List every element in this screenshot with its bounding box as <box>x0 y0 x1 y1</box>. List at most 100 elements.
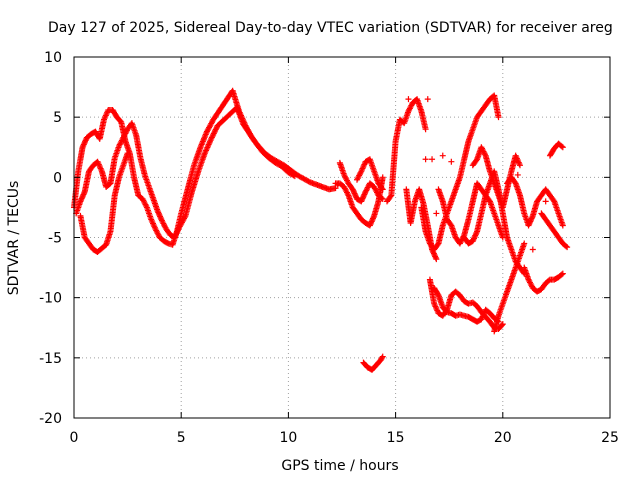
data-point-o <box>515 158 522 165</box>
data-point-s <box>564 244 571 251</box>
data-point-isolated <box>429 156 436 163</box>
data-point-q <box>526 219 533 226</box>
data-point-q <box>511 179 518 186</box>
data-point-q <box>559 222 566 229</box>
data-point-b <box>155 210 162 217</box>
data-point-n <box>469 238 476 245</box>
data-point-b <box>208 135 215 142</box>
data-point-o <box>515 159 522 166</box>
data-point-j <box>499 321 506 328</box>
data-point-q <box>526 221 533 228</box>
data-point-n <box>471 235 478 242</box>
data-point-b <box>212 127 219 134</box>
chart-title: Day 127 of 2025, Sidereal Day-to-day VTE… <box>48 20 613 36</box>
data-point-n <box>470 236 477 243</box>
data-point-b <box>212 126 219 133</box>
data-point-h <box>387 193 394 200</box>
data-point-i <box>432 253 439 260</box>
data-point-e <box>352 193 359 200</box>
x-tick-label: 15 <box>387 430 405 446</box>
data-marks <box>71 87 571 373</box>
data-point-e <box>360 194 367 201</box>
data-point-b <box>79 192 86 199</box>
data-point-k <box>434 291 441 298</box>
data-point-j <box>433 304 440 311</box>
x-tick-label: 5 <box>177 430 186 446</box>
data-point-b <box>290 172 297 179</box>
data-point-a <box>102 113 109 120</box>
data-point-f <box>359 165 366 172</box>
data-point-t <box>559 144 566 151</box>
data-point-a <box>81 140 88 147</box>
y-tick-label: 5 <box>53 110 62 126</box>
data-point-e <box>379 195 386 202</box>
data-point-isolated <box>448 158 455 165</box>
data-point-e <box>358 198 365 205</box>
data-point-d <box>367 221 374 228</box>
data-point-o <box>473 157 480 164</box>
data-point-q <box>529 214 536 221</box>
data-point-e <box>349 186 356 193</box>
y-tick-label: -10 <box>39 291 62 307</box>
data-point-c <box>124 150 131 157</box>
data-point-b <box>208 134 215 141</box>
data-point-d <box>366 222 373 229</box>
data-point-i <box>432 254 439 261</box>
data-point-e <box>359 195 366 202</box>
data-point-isolated <box>542 198 549 205</box>
data-point-b <box>78 197 85 204</box>
data-point-b <box>174 227 181 234</box>
data-point-a <box>151 223 158 230</box>
data-point-i <box>431 252 438 259</box>
data-point-d <box>368 218 375 225</box>
data-point-q <box>528 215 535 222</box>
data-point-a <box>149 219 156 226</box>
data-point-b <box>210 130 217 137</box>
data-point-a <box>150 221 157 228</box>
x-tick-label: 20 <box>494 430 512 446</box>
data-point-k <box>480 312 487 319</box>
data-point-a <box>151 224 158 231</box>
data-point-o <box>514 156 521 163</box>
data-point-j <box>432 303 439 310</box>
data-point-l <box>434 241 441 248</box>
data-point-a <box>103 111 110 118</box>
data-point-b <box>175 226 182 233</box>
data-point-k <box>478 316 485 323</box>
data-point-b <box>291 173 298 180</box>
data-point-t <box>558 143 565 150</box>
data-point-j <box>431 302 438 309</box>
data-point-isolated <box>514 171 521 178</box>
data-point-a <box>148 216 155 223</box>
y-tick-label: -20 <box>39 411 62 427</box>
x-tick-label: 10 <box>279 430 297 446</box>
data-point-b <box>95 161 102 168</box>
data-point-o <box>516 162 523 169</box>
data-point-a <box>150 220 157 227</box>
data-point-o <box>513 154 520 161</box>
data-point-f <box>378 185 385 192</box>
data-point-b <box>81 190 88 197</box>
data-point-a <box>101 116 108 123</box>
data-point-r <box>558 271 565 278</box>
data-point-a <box>80 141 87 148</box>
data-point-e <box>350 187 357 194</box>
data-point-d <box>370 214 377 221</box>
data-point-f <box>358 168 365 175</box>
data-point-f <box>360 162 367 169</box>
data-point-l <box>495 114 502 121</box>
data-point-f <box>358 166 365 173</box>
data-point-b <box>157 214 164 221</box>
data-point-b <box>157 213 164 220</box>
data-point-d <box>369 216 376 223</box>
data-point-b <box>213 125 220 132</box>
data-point-n <box>472 231 479 238</box>
data-point-h <box>422 126 429 133</box>
data-point-b <box>181 214 188 221</box>
data-point-b <box>78 195 85 202</box>
y-tick-label: 10 <box>44 50 62 66</box>
data-point-isolated <box>334 181 341 188</box>
x-tick-label: 25 <box>601 430 619 446</box>
data-point-p <box>521 240 528 247</box>
